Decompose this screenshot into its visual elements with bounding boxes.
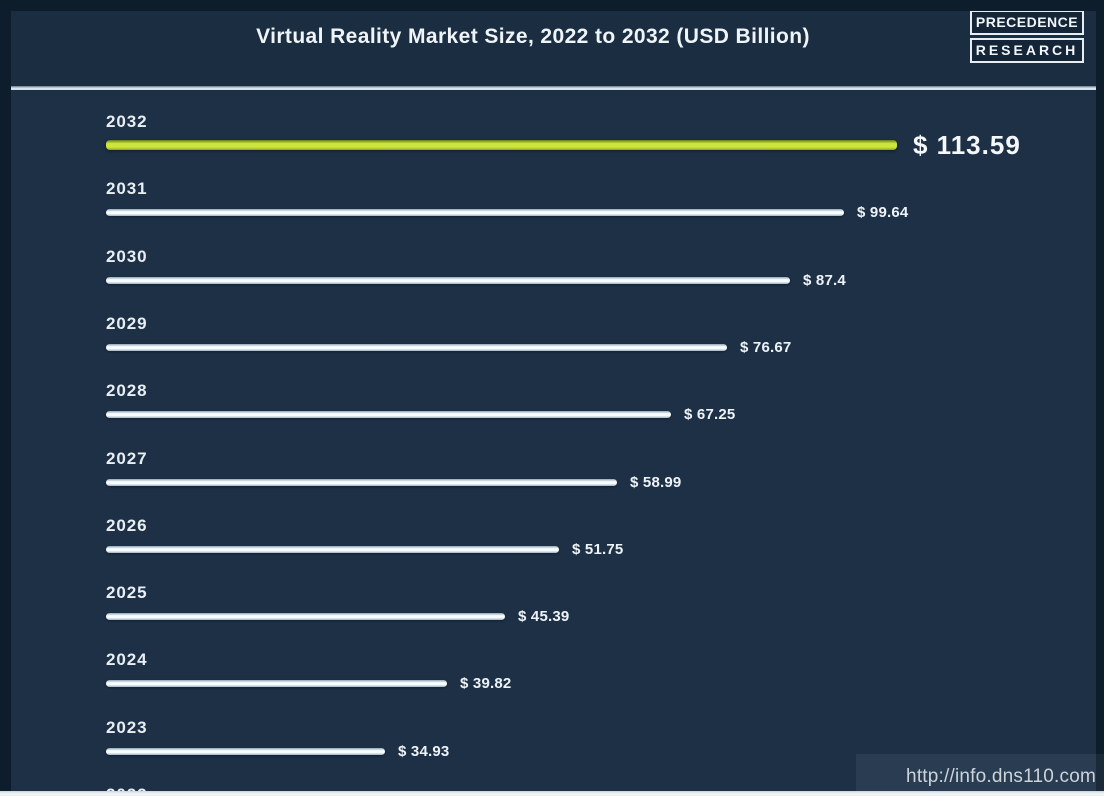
frame-border-left: [0, 0, 11, 796]
chart-row-2032: 2032 $ 113.59: [0, 112, 1104, 179]
bar-highlight: [106, 140, 897, 150]
bar: [106, 747, 385, 755]
chart-row-2029: 2029 $ 76.67: [0, 314, 1104, 381]
year-label: 2029: [106, 313, 148, 333]
value-label: $ 45.39: [518, 608, 570, 626]
precedence-research-logo: PRECEDENCE RESEARCH: [970, 10, 1084, 63]
bar: [106, 545, 559, 553]
chart-title: Virtual Reality Market Size, 2022 to 203…: [256, 25, 810, 48]
chart-row-2026: 2026 $ 51.75: [0, 516, 1104, 583]
year-label: 2025: [106, 583, 148, 603]
year-label: 2031: [106, 179, 148, 199]
value-label: $ 113.59: [913, 130, 1021, 160]
value-label: $ 99.64: [857, 204, 909, 222]
header-separator-line: [0, 86, 1104, 90]
chart-row-2028: 2028 $ 67.25: [0, 381, 1104, 448]
bar: [106, 613, 505, 621]
bar: [106, 478, 617, 486]
chart-row-2027: 2027 $ 58.99: [0, 449, 1104, 516]
frame-border-right: [1096, 0, 1104, 796]
year-label: 2024: [106, 650, 148, 670]
value-label: $ 51.75: [572, 540, 624, 558]
bottom-edge-strip: [0, 791, 1104, 796]
year-label: 2026: [106, 515, 148, 535]
chart-row-2030: 2030 $ 87.4: [0, 247, 1104, 314]
bar: [106, 343, 727, 351]
chart-row-2025: 2025 $ 45.39: [0, 583, 1104, 650]
bar: [106, 276, 790, 284]
year-label: 2028: [106, 381, 148, 401]
value-label: $ 87.4: [803, 271, 846, 289]
bar: [106, 680, 447, 688]
year-label: 2023: [106, 717, 148, 737]
year-label: 2027: [106, 448, 148, 468]
value-label: $ 67.25: [684, 406, 736, 424]
year-label: 2022: [106, 785, 147, 796]
bar: [106, 209, 844, 217]
frame-border-top: [0, 0, 1104, 11]
chart-row-2024: 2024 $ 39.82: [0, 650, 1104, 717]
value-label: $ 34.93: [398, 742, 450, 760]
bar: [106, 411, 671, 419]
logo-line-precedence: PRECEDENCE: [970, 10, 1084, 35]
year-label: 2030: [106, 246, 148, 266]
value-label: $ 58.99: [630, 473, 682, 491]
watermark-panel: [856, 754, 1104, 792]
chart-row-2022: 2022: [0, 785, 1104, 796]
chart-header: Virtual Reality Market Size, 2022 to 203…: [0, 0, 1104, 86]
chart-row-2031: 2031 $ 99.64: [0, 179, 1104, 246]
watermark-url: http://info.dns110.com: [906, 766, 1096, 787]
logo-line-research: RESEARCH: [970, 38, 1084, 63]
chart-row-2023: 2023 $ 34.93: [0, 718, 1104, 785]
year-label: 2032: [106, 112, 148, 131]
value-label: $ 76.67: [740, 338, 792, 356]
value-label: $ 39.82: [460, 675, 512, 693]
